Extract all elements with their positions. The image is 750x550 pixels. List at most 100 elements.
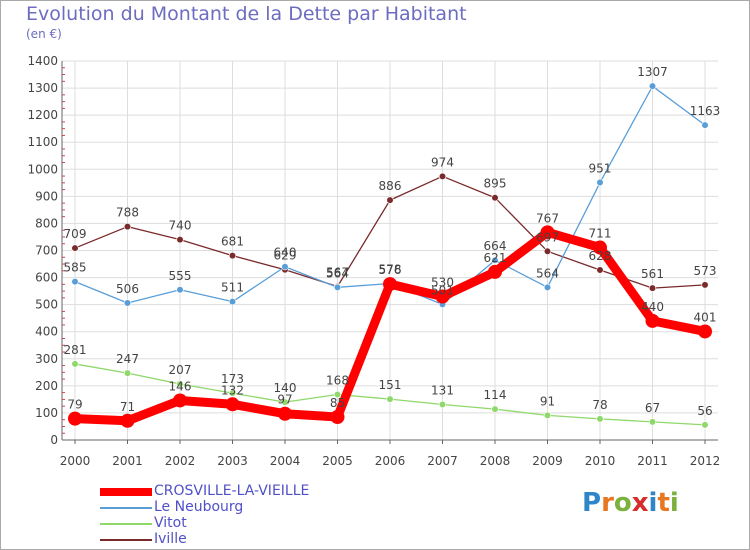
y-tick-label: 800: [35, 216, 58, 230]
data-point: [491, 194, 499, 202]
x-tick-label: 2003: [217, 454, 248, 468]
data-point: [438, 172, 447, 180]
data-label: 576: [379, 263, 402, 277]
y-tick-label: 1400: [27, 54, 58, 68]
data-point: [68, 411, 82, 426]
y-tick-label: 1100: [27, 135, 58, 149]
data-point: [123, 299, 132, 307]
logo-letter: r: [601, 488, 614, 518]
data-point: [228, 298, 237, 306]
x-tick-label: 2008: [480, 454, 511, 468]
y-tick-label: 300: [35, 352, 58, 366]
data-point: [333, 390, 342, 399]
x-axis-ticks: 2000 2001 2002 2003 2004 2005 2006 2007 2008 2009…: [60, 454, 721, 468]
data-label: 711: [589, 227, 612, 241]
data-label: 681: [221, 235, 244, 249]
data-label: 506: [116, 282, 139, 296]
data-label: 440: [641, 300, 664, 314]
x-tick-label: 2000: [60, 454, 91, 468]
data-label: 140: [274, 381, 297, 395]
data-point: [71, 244, 79, 252]
y-tick-label: 0: [50, 433, 58, 447]
y-tick-label: 400: [35, 325, 58, 339]
y-tick-label: 1300: [27, 81, 58, 95]
data-point: [386, 395, 394, 403]
data-label: 173: [221, 372, 244, 386]
data-label: 530: [431, 276, 454, 290]
y-tick-label: 900: [35, 189, 58, 203]
data-label: 628: [589, 249, 612, 263]
data-point: [593, 240, 607, 255]
data-point: [71, 278, 79, 286]
data-point: [173, 393, 187, 408]
data-point: [71, 360, 79, 368]
data-label: 1163: [690, 104, 721, 118]
data-label: 564: [326, 266, 349, 280]
line-chart: 0 100 200 300 400 500 600 700 800 900 1000 1100 1200…: [27, 54, 721, 468]
data-label: 664: [484, 239, 507, 253]
data-point: [488, 264, 502, 279]
data-point: [281, 263, 289, 271]
logo-letter: i: [648, 488, 658, 518]
x-tick-label: 2001: [112, 454, 143, 468]
logo-letter: o: [613, 488, 632, 518]
data-label: 1307: [637, 65, 668, 79]
data-label: 67: [645, 401, 660, 415]
data-label: 85: [330, 396, 345, 410]
data-point: [648, 418, 657, 426]
data-point: [698, 324, 712, 339]
legend-label: CROSVILLE-LA-VIEILLE: [154, 483, 310, 499]
data-label: 56: [697, 404, 712, 418]
data-point: [176, 286, 184, 294]
data-point: [123, 369, 132, 377]
data-label: 91: [540, 394, 555, 408]
x-tick-label: 2007: [427, 454, 458, 468]
x-tick-label: 2005: [322, 454, 353, 468]
data-point: [333, 283, 342, 291]
legend-label: Vitot: [154, 515, 187, 531]
y-tick-label: 100: [35, 406, 58, 420]
data-label: 629: [274, 249, 297, 263]
y-tick-label: 1000: [27, 162, 58, 176]
data-label: 697: [536, 230, 559, 244]
data-label: 740: [169, 219, 192, 233]
data-label: 573: [694, 264, 717, 278]
x-tick-label: 2009: [532, 454, 563, 468]
data-label: 974: [431, 155, 454, 169]
y-tick-label: 700: [35, 244, 58, 258]
chart-subtitle: (en €): [26, 27, 62, 41]
data-label: 886: [379, 179, 402, 193]
x-tick-label: 2002: [165, 454, 196, 468]
data-point: [435, 289, 450, 304]
y-tick-label: 1200: [27, 108, 58, 122]
data-label: 78: [592, 398, 607, 412]
data-label: 578: [379, 263, 402, 277]
data-label: 895: [484, 177, 507, 191]
data-label: 567: [326, 266, 349, 280]
chart-title: Evolution du Montant de la Dette par Hab…: [26, 3, 467, 25]
data-label: 132: [221, 383, 244, 397]
data-point: [543, 247, 552, 255]
data-point: [330, 409, 345, 424]
data-label: 709: [64, 227, 87, 241]
data-label: 151: [379, 378, 402, 392]
data-point: [701, 421, 709, 429]
data-point: [225, 397, 240, 412]
x-tick-label: 2011: [637, 454, 668, 468]
data-label: 640: [274, 246, 297, 260]
data-point: [491, 405, 499, 413]
data-point: [123, 223, 132, 231]
data-point: [228, 252, 237, 260]
data-label: 951: [589, 162, 612, 176]
data-point: [281, 398, 289, 406]
y-tick-label: 200: [35, 379, 58, 393]
x-tick-label: 2010: [585, 454, 616, 468]
data-label: 71: [120, 400, 135, 414]
y-tick-label: 600: [35, 271, 58, 285]
data-labels: 709 788 740 681 629 567 886 974 895 697 628 561 573 2…: [64, 65, 721, 418]
data-label: 501: [431, 283, 454, 297]
data-point: [176, 236, 184, 244]
data-point: [438, 400, 447, 409]
data-point: [543, 411, 552, 419]
data-label: 564: [536, 266, 559, 280]
